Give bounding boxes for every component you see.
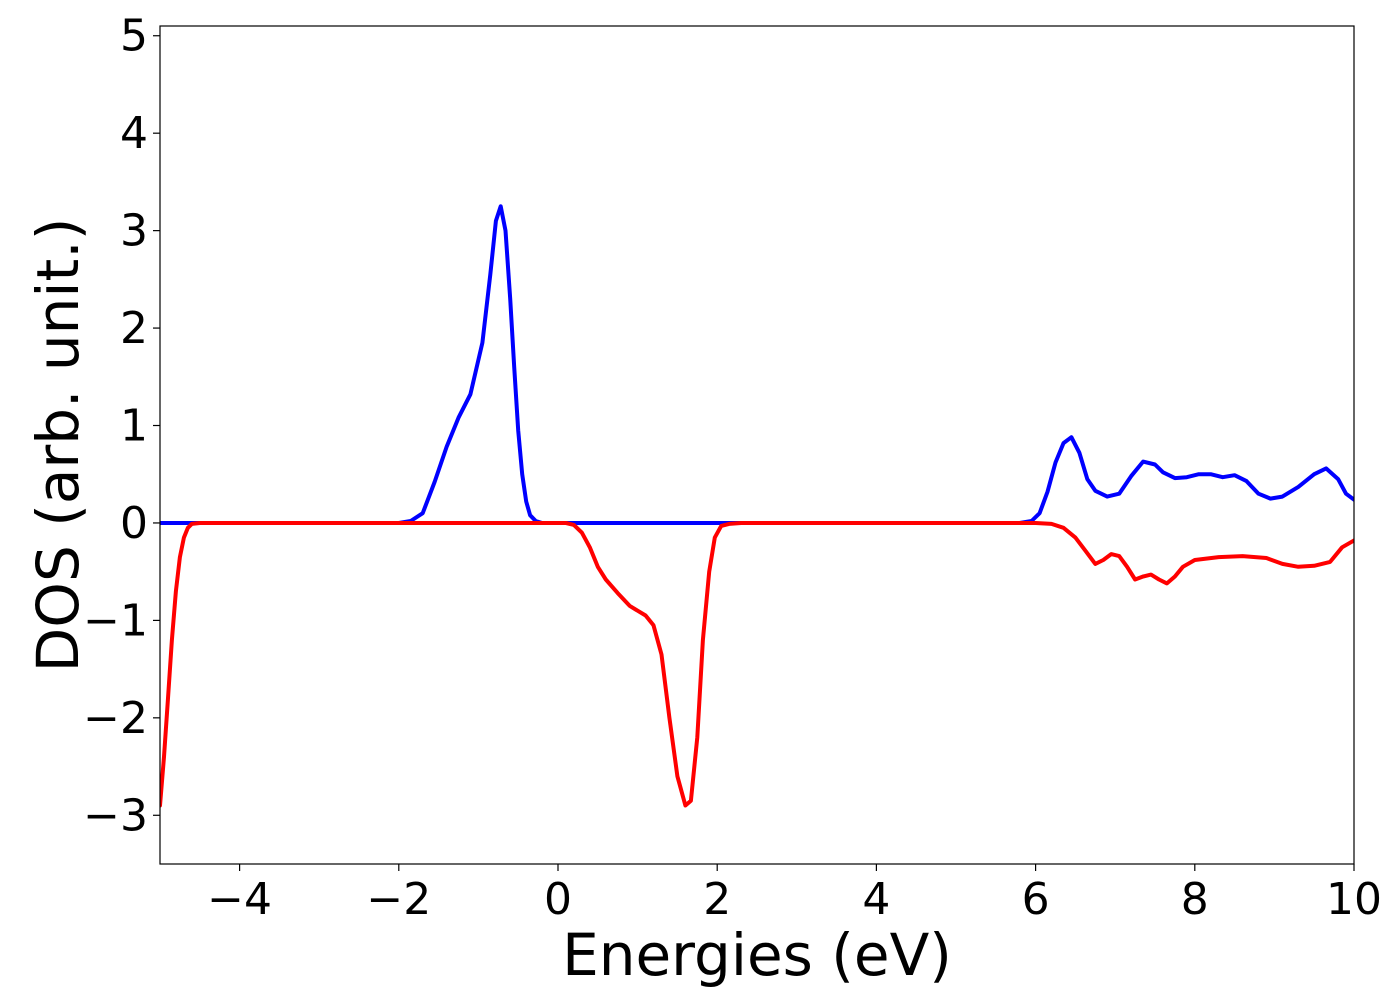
y-tick-label: −2 (83, 693, 148, 744)
plot-area (160, 204, 1354, 808)
x-tick-label: 8 (1181, 874, 1209, 925)
x-tick-label: 10 (1326, 874, 1382, 925)
x-tick-label: 2 (703, 874, 731, 925)
y-axis-title: DOS (arb. unit.) (24, 218, 92, 673)
series-line-1 (160, 204, 1354, 525)
y-tick-label: 2 (120, 303, 148, 354)
axes-frame (159, 25, 1355, 865)
x-tick-label: −2 (366, 874, 431, 925)
series-line-2 (160, 521, 1354, 808)
x-tick-label: 6 (1022, 874, 1050, 925)
x-tick-label: −4 (207, 874, 272, 925)
y-tick-label: 4 (120, 108, 148, 159)
y-tick-label: −1 (83, 595, 148, 646)
x-tick-label: 0 (544, 874, 572, 925)
y-tick-label: 1 (120, 401, 148, 452)
x-tick-label: 4 (862, 874, 890, 925)
axis-ticks: −4 −2 0 2 4 6 8 10 −3 −2 −1 0 1 2 3 4 5 (83, 11, 1382, 925)
y-tick-label: 3 (120, 206, 148, 257)
y-tick-label: 0 (120, 498, 148, 549)
y-tick-label: 5 (120, 11, 148, 62)
x-axis-title: Energies (eV) (562, 921, 952, 989)
y-tick-label: −3 (83, 790, 148, 841)
